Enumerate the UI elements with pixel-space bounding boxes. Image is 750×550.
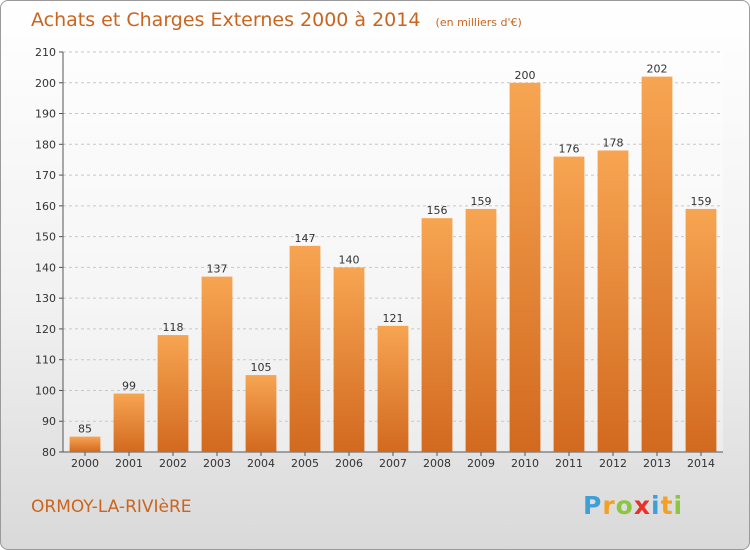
bars-layer — [69, 76, 717, 453]
bar-2003 — [201, 276, 233, 452]
data-label-2001: 99 — [122, 380, 136, 393]
bar-2012 — [597, 150, 629, 452]
data-label-2007: 121 — [383, 312, 404, 325]
y-tick-label: 180 — [35, 138, 56, 151]
x-tick-label-2009: 2009 — [467, 457, 495, 470]
x-tick-label-2011: 2011 — [555, 457, 583, 470]
logo-letter: t — [660, 491, 674, 520]
bar-2014 — [685, 208, 717, 452]
logo-letter: i — [651, 491, 661, 520]
y-tick-label: 100 — [35, 384, 56, 397]
chart-unit: (en milliers d'€) — [435, 16, 522, 29]
x-tick-label-2014: 2014 — [687, 457, 715, 470]
x-tick-label-2002: 2002 — [159, 457, 187, 470]
y-tick-label: 150 — [35, 231, 56, 244]
bar-2008 — [421, 218, 453, 452]
y-tick-label: 170 — [35, 169, 56, 182]
data-label-2002: 118 — [163, 321, 184, 334]
x-tick-label-2007: 2007 — [379, 457, 407, 470]
x-tick-label-2010: 2010 — [511, 457, 539, 470]
logo-letter: i — [673, 491, 684, 520]
chart-title: Achats et Charges Externes 2000 à 2014 — [31, 9, 421, 31]
logo-letter: x — [633, 491, 651, 520]
x-tick-label-2005: 2005 — [291, 457, 319, 470]
data-label-2009: 159 — [471, 195, 492, 208]
y-tick-label: 140 — [35, 261, 56, 274]
title-row: Achats et Charges Externes 2000 à 2014 (… — [31, 9, 522, 31]
logo-letter: P — [583, 491, 603, 520]
y-tick-label: 200 — [35, 77, 56, 90]
bar-2010 — [509, 82, 541, 453]
y-tick-label: 120 — [35, 323, 56, 336]
logo-letter: r — [602, 491, 616, 520]
y-tick-label: 190 — [35, 108, 56, 121]
x-tick-label-2006: 2006 — [335, 457, 363, 470]
data-label-2003: 137 — [207, 263, 228, 276]
data-label-2014: 159 — [691, 195, 712, 208]
bar-2011 — [553, 156, 585, 452]
proxiti-logo: Proxiti — [583, 491, 683, 520]
data-label-2005: 147 — [295, 232, 316, 245]
y-tick-label: 210 — [35, 46, 56, 59]
y-tick-label: 110 — [35, 354, 56, 367]
x-tick-label-2004: 2004 — [247, 457, 275, 470]
labels-layer: 8090100110120130140150160170180190200210… — [35, 46, 715, 470]
x-tick-label-2012: 2012 — [599, 457, 627, 470]
bar-2001 — [113, 393, 145, 452]
data-label-2011: 176 — [559, 143, 580, 156]
bar-2007 — [377, 325, 409, 452]
x-tick-label-2008: 2008 — [423, 457, 451, 470]
data-label-2000: 85 — [78, 423, 92, 436]
x-tick-label-2000: 2000 — [71, 457, 99, 470]
bar-2013 — [641, 76, 673, 452]
bar-2004 — [245, 375, 277, 452]
commune-name: ORMOY-LA-RIVIèRE — [31, 497, 192, 517]
y-tick-label: 90 — [42, 415, 56, 428]
bar-2006 — [333, 267, 365, 452]
bar-2000 — [69, 436, 101, 452]
bar-2005 — [289, 245, 321, 452]
bar-2002 — [157, 335, 189, 452]
bar-2009 — [465, 208, 497, 452]
y-tick-label: 130 — [35, 292, 56, 305]
data-label-2013: 202 — [647, 63, 668, 76]
data-label-2010: 200 — [515, 69, 536, 82]
x-tick-label-2001: 2001 — [115, 457, 143, 470]
y-tick-label: 160 — [35, 200, 56, 213]
data-label-2008: 156 — [427, 204, 448, 217]
data-label-2012: 178 — [603, 136, 624, 149]
y-tick-label: 80 — [42, 446, 56, 459]
data-label-2006: 140 — [339, 253, 360, 266]
data-label-2004: 105 — [251, 361, 272, 374]
x-tick-label-2003: 2003 — [203, 457, 231, 470]
logo-letter: o — [615, 491, 634, 520]
x-tick-label-2013: 2013 — [643, 457, 671, 470]
